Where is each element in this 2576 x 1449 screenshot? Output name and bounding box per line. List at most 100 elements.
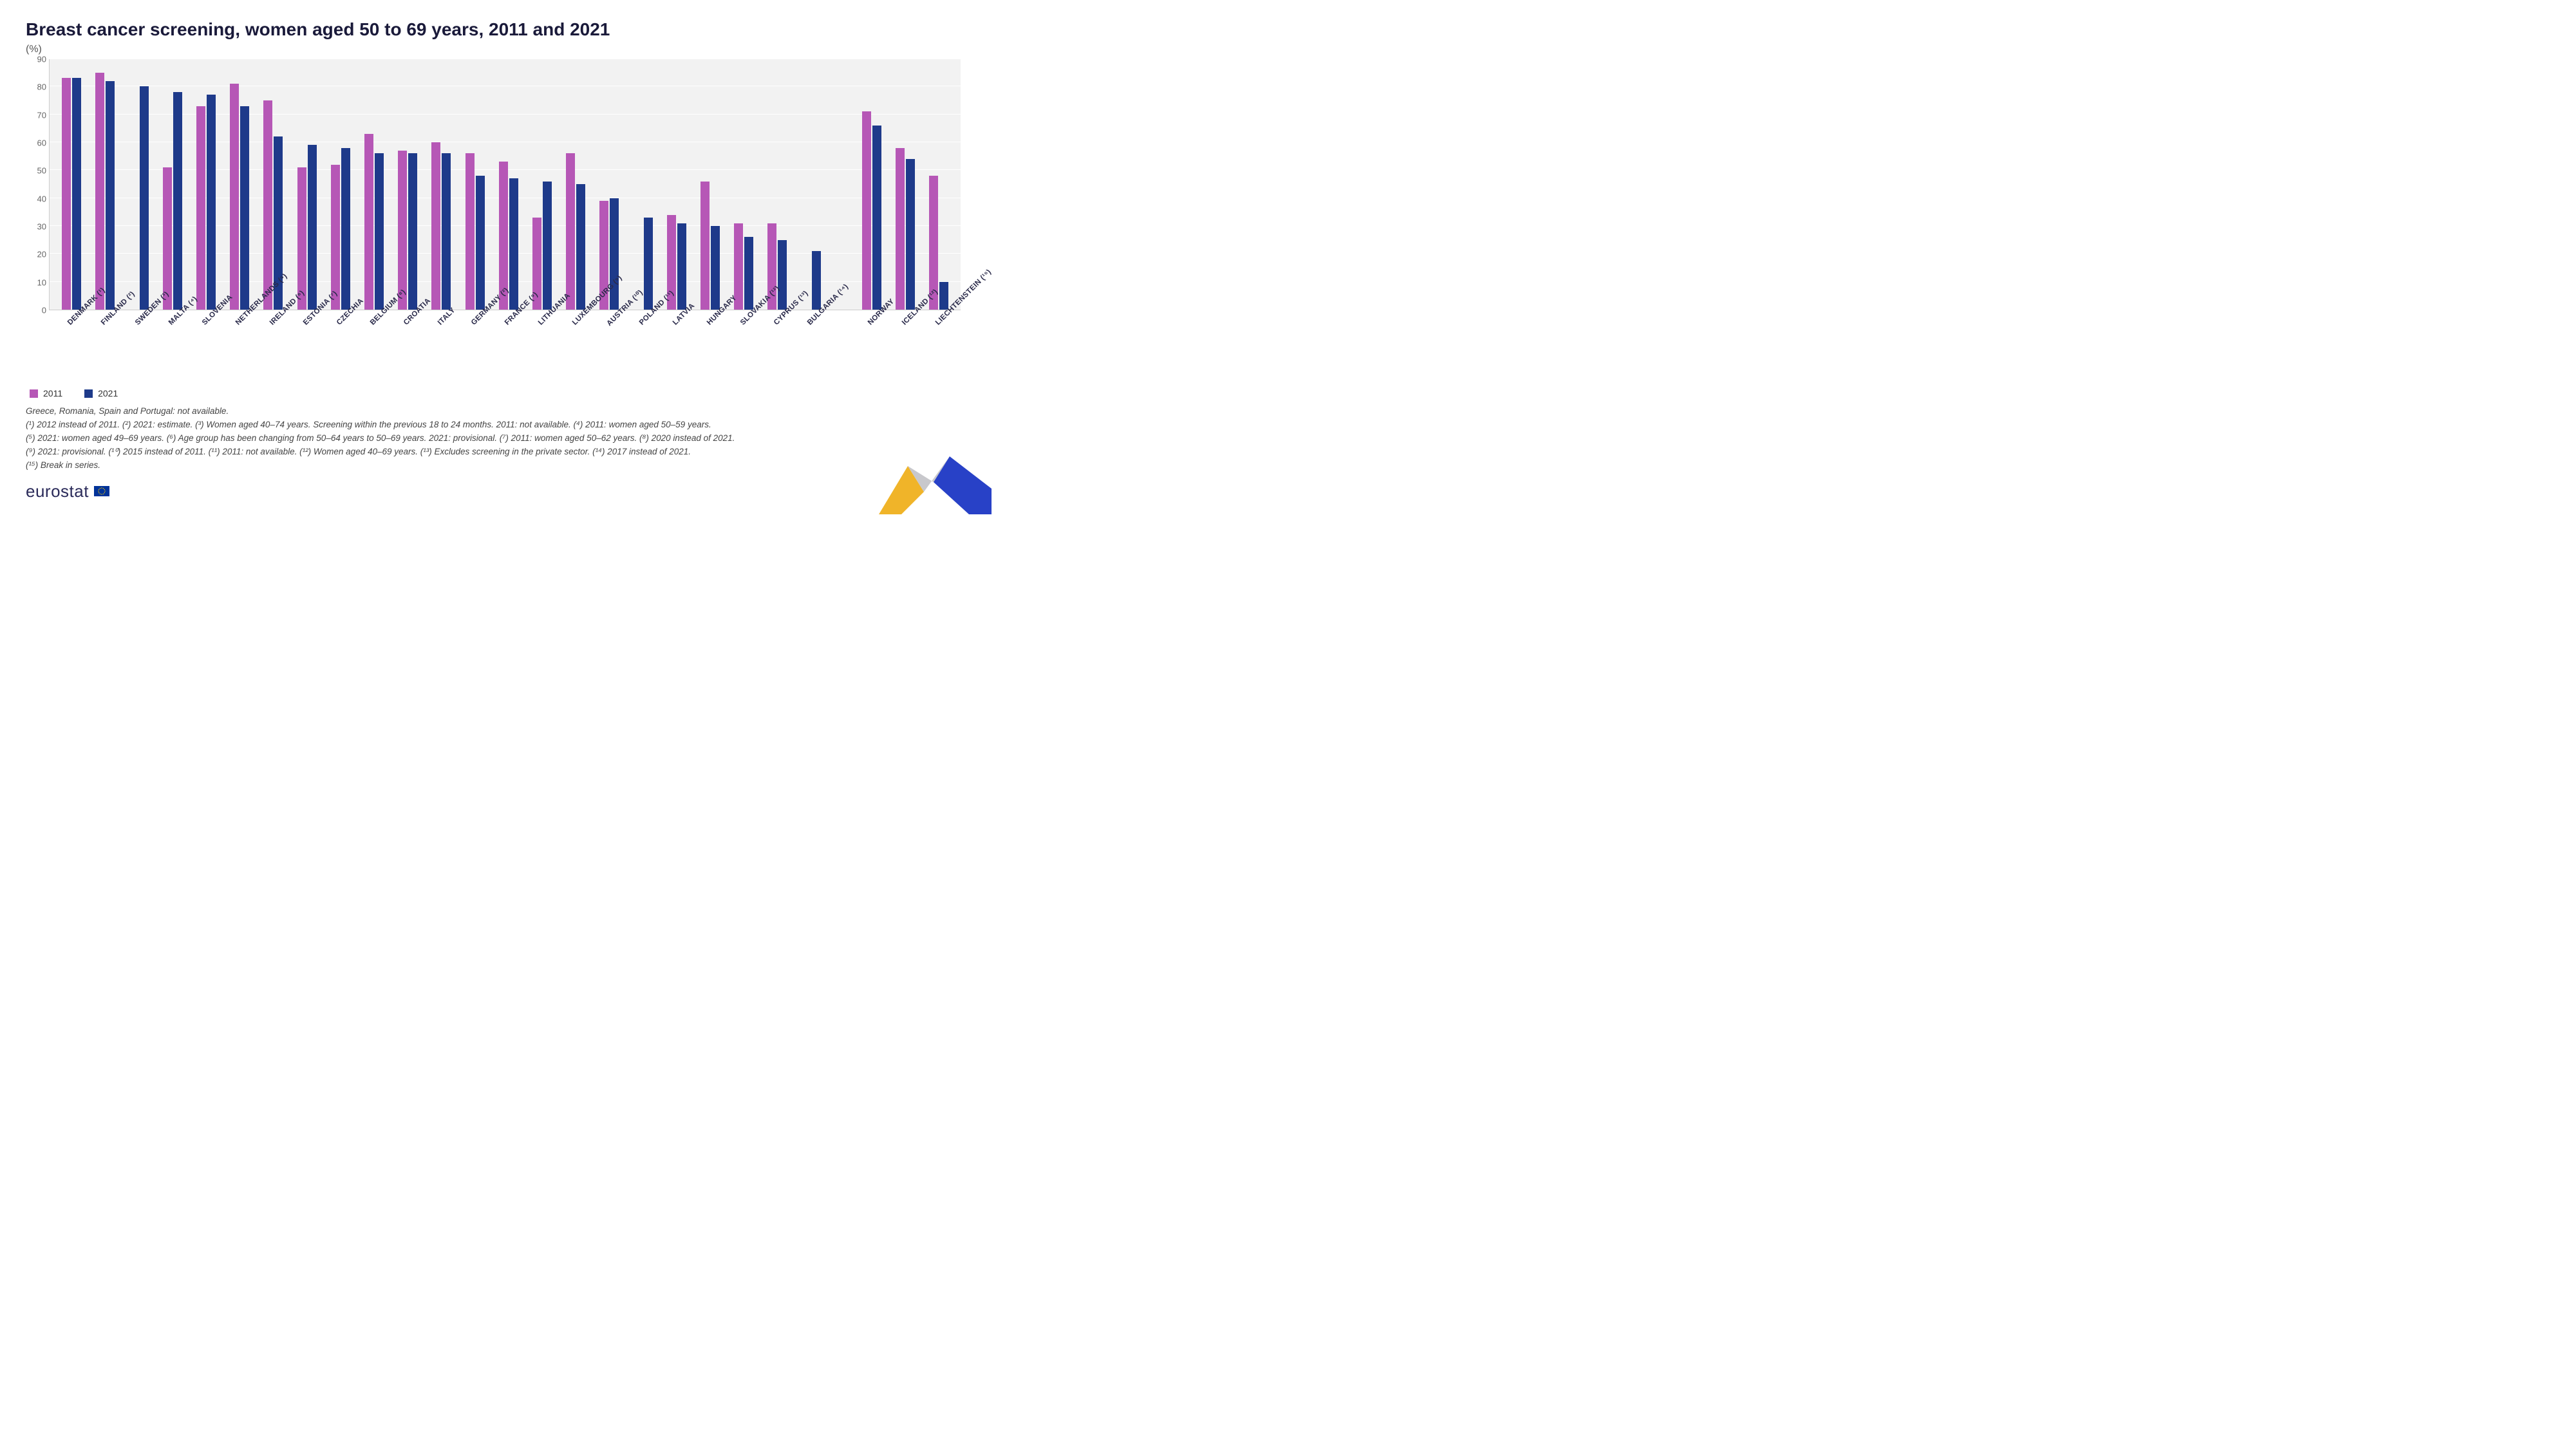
x-label-slot: CYPRUS (¹³) <box>760 313 794 387</box>
y-tick: 10 <box>26 277 46 287</box>
bar <box>896 148 905 310</box>
country-slot <box>122 59 155 310</box>
bar <box>196 106 205 310</box>
bar <box>95 73 104 310</box>
bar <box>173 92 182 310</box>
country-slot <box>888 59 922 310</box>
country-slot <box>794 59 827 310</box>
bar <box>408 153 417 310</box>
x-label-slot: FINLAND (²) <box>88 313 121 387</box>
x-label-slot: LUXEMBOURG (⁹) <box>559 313 592 387</box>
bar <box>711 226 720 310</box>
x-label-slot: LITHUANIA <box>525 313 558 387</box>
x-label-slot: HUNGARY <box>693 313 726 387</box>
bar <box>230 84 239 310</box>
x-label-slot: GERMANY (²) <box>458 313 491 387</box>
bar <box>331 165 340 310</box>
bar <box>744 237 753 310</box>
x-label-slot: NORWAY <box>854 313 888 387</box>
country-slot <box>727 59 760 310</box>
bar <box>906 159 915 310</box>
gridline <box>50 58 961 59</box>
bar <box>106 81 115 310</box>
footnote-line: (⁹) 2021: provisional. (¹⁰) 2015 instead… <box>26 445 837 459</box>
country-slot <box>424 59 458 310</box>
bar <box>297 167 306 310</box>
footnote-line: (¹) 2012 instead of 2011. (²) 2021: esti… <box>26 418 837 432</box>
footnote-line: Greece, Romania, Spain and Portugal: not… <box>26 405 837 418</box>
x-label-slot: CZECHIA <box>323 313 357 387</box>
bar <box>509 178 518 310</box>
bar <box>240 106 249 310</box>
x-label-slot: POLAND (¹¹) <box>626 313 659 387</box>
y-tick: 70 <box>26 110 46 120</box>
eurostat-logo: eurostat <box>26 481 966 501</box>
group-gap <box>828 59 855 310</box>
country-slot <box>256 59 290 310</box>
bar <box>812 251 821 310</box>
country-slot <box>492 59 525 310</box>
bar <box>72 78 81 310</box>
x-label-slot: LATVIA <box>659 313 693 387</box>
x-label-slot: SLOVENIA <box>189 313 222 387</box>
y-tick: 40 <box>26 194 46 203</box>
y-tick: 0 <box>26 306 46 315</box>
x-label-slot: FRANCE (⁹) <box>491 313 525 387</box>
country-slot <box>357 59 391 310</box>
bar <box>778 240 787 310</box>
bar <box>465 153 475 310</box>
country-slot <box>290 59 323 310</box>
bar <box>375 153 384 310</box>
country-slot <box>55 59 88 310</box>
plot-area <box>49 59 961 310</box>
legend-item-2011: 2011 <box>30 388 62 398</box>
country-slot <box>760 59 794 310</box>
x-label-slot: IRELAND (⁶) <box>256 313 289 387</box>
bar <box>677 223 686 310</box>
y-tick: 60 <box>26 138 46 148</box>
country-slot <box>324 59 357 310</box>
bar <box>207 95 216 310</box>
y-tick: 50 <box>26 166 46 176</box>
bar <box>543 182 552 310</box>
legend-item-2021: 2021 <box>84 388 118 398</box>
bar <box>140 86 149 310</box>
bar <box>872 126 881 310</box>
y-tick: 20 <box>26 250 46 259</box>
country-slot <box>922 59 955 310</box>
legend-label-2011: 2011 <box>43 388 62 398</box>
footnote-line: (¹⁵) Break in series. <box>26 459 837 472</box>
y-tick: 80 <box>26 82 46 92</box>
bar <box>431 142 440 310</box>
bar <box>163 167 172 310</box>
country-slot <box>626 59 659 310</box>
country-slot <box>88 59 122 310</box>
country-slot <box>189 59 223 310</box>
country-slot <box>660 59 693 310</box>
y-tick: 90 <box>26 55 46 64</box>
bar <box>566 153 575 310</box>
bar <box>442 153 451 310</box>
legend-label-2021: 2021 <box>98 388 118 398</box>
y-tick: 30 <box>26 222 46 232</box>
y-axis-label: (%) <box>26 44 966 55</box>
bar <box>644 218 653 310</box>
x-label-slot: SLOVAKIA (¹²) <box>727 313 760 387</box>
country-slot <box>693 59 727 310</box>
x-label-slot: SWEDEN (³) <box>121 313 155 387</box>
x-label-slot: AUSTRIA (¹⁰) <box>592 313 626 387</box>
logo-text: eurostat <box>26 481 89 501</box>
legend-swatch-2011 <box>30 389 38 398</box>
country-slot <box>592 59 626 310</box>
corner-graphic-icon <box>856 437 992 514</box>
legend-swatch-2021 <box>84 389 93 398</box>
x-label-slot: MALTA (⁴) <box>155 313 189 387</box>
bar <box>476 176 485 310</box>
bar <box>939 282 948 310</box>
bar <box>700 182 710 310</box>
country-slot <box>156 59 189 310</box>
footnote-line: (⁵) 2021: women aged 49–69 years. (⁶) Ag… <box>26 432 837 445</box>
eu-flag-icon <box>94 486 109 496</box>
country-slot <box>391 59 424 310</box>
x-label-slot: ICELAND (¹²) <box>888 313 921 387</box>
